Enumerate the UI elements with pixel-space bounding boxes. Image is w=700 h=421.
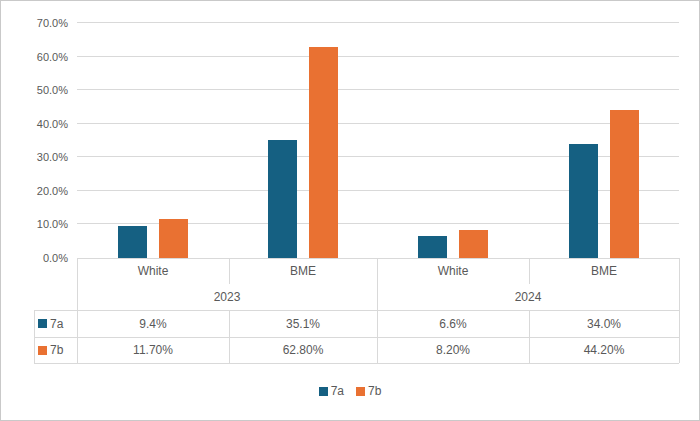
legend: 7a 7b xyxy=(1,384,699,398)
y-axis-tick-label-50.0%: 50.0% xyxy=(1,83,68,97)
table-cell-7a-White-2024: 6.6% xyxy=(377,310,529,337)
table-cell-7a-BME-2024: 34.0% xyxy=(529,310,679,337)
row-header-label-7a: 7a xyxy=(50,317,63,331)
y-axis-tick-label-20.0%: 20.0% xyxy=(1,184,68,198)
gridline-50.0% xyxy=(77,89,679,90)
y-axis-tick-label-10.0%: 10.0% xyxy=(1,217,68,231)
table-cell-7b-BME-2024: 44.20% xyxy=(529,337,679,363)
table-cell-7b-White-2024: 8.20% xyxy=(377,337,529,363)
table-cell-7a-BME-2023: 35.1% xyxy=(229,310,377,337)
col-header-White-2024: White xyxy=(377,258,529,284)
table-cell-7b-White-2023: 11.70% xyxy=(77,337,229,363)
bar-7a-BME-2024 xyxy=(569,144,598,258)
table-border-bottom xyxy=(34,363,679,364)
year-header-2023: 2023 xyxy=(77,284,377,310)
gridline-60.0% xyxy=(77,56,679,57)
bar-7b-BME-2023 xyxy=(309,47,338,258)
col-header-BME-2023: BME xyxy=(229,258,377,284)
table-cell-7b-BME-2023: 62.80% xyxy=(229,337,377,363)
bar-7a-White-2024 xyxy=(418,236,447,258)
y-axis-tick-label-0.0%: 0.0% xyxy=(1,251,68,265)
legend-label-7b: 7b xyxy=(368,384,381,398)
y-axis-tick-label-30.0%: 30.0% xyxy=(1,150,68,164)
table-cell-7a-White-2023: 9.4% xyxy=(77,310,229,337)
chart-canvas: 0.0%10.0%20.0%30.0%40.0%50.0%60.0%70.0% … xyxy=(0,0,700,421)
legend-key-icon-7b xyxy=(38,346,47,355)
legend-item-7a: 7a xyxy=(319,384,344,398)
legend-swatch-icon-7a xyxy=(319,387,328,396)
year-header-2024: 2024 xyxy=(377,284,679,310)
plot-area xyxy=(77,23,679,258)
bar-7a-BME-2023 xyxy=(268,140,297,258)
legend-label-7a: 7a xyxy=(331,384,344,398)
legend-swatch-icon-7b xyxy=(356,387,365,396)
legend-item-7b: 7b xyxy=(356,384,381,398)
table-border-right xyxy=(679,258,680,363)
y-axis-tick-label-40.0%: 40.0% xyxy=(1,117,68,131)
bar-7b-White-2024 xyxy=(459,230,488,258)
y-axis-tick-label-60.0%: 60.0% xyxy=(1,50,68,64)
row-header-7b: 7b xyxy=(34,337,77,363)
bar-7a-White-2023 xyxy=(118,226,147,258)
gridline-70.0% xyxy=(77,22,679,23)
col-header-BME-2024: BME xyxy=(529,258,679,284)
bar-7b-BME-2024 xyxy=(610,110,639,258)
row-header-7a: 7a xyxy=(34,310,77,337)
legend-key-icon-7a xyxy=(38,319,47,328)
y-axis-tick-label-70.0%: 70.0% xyxy=(1,16,68,30)
col-header-White-2023: White xyxy=(77,258,229,284)
row-header-label-7b: 7b xyxy=(50,343,63,357)
gridline-40.0% xyxy=(77,123,679,124)
bar-7b-White-2023 xyxy=(159,219,188,258)
